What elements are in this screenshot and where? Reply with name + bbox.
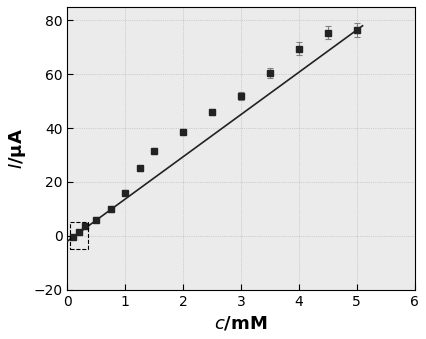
X-axis label: $c$/mM: $c$/mM	[214, 314, 268, 332]
Bar	[70, 222, 88, 249]
Y-axis label: $I$/μA: $I$/μA	[7, 128, 28, 169]
